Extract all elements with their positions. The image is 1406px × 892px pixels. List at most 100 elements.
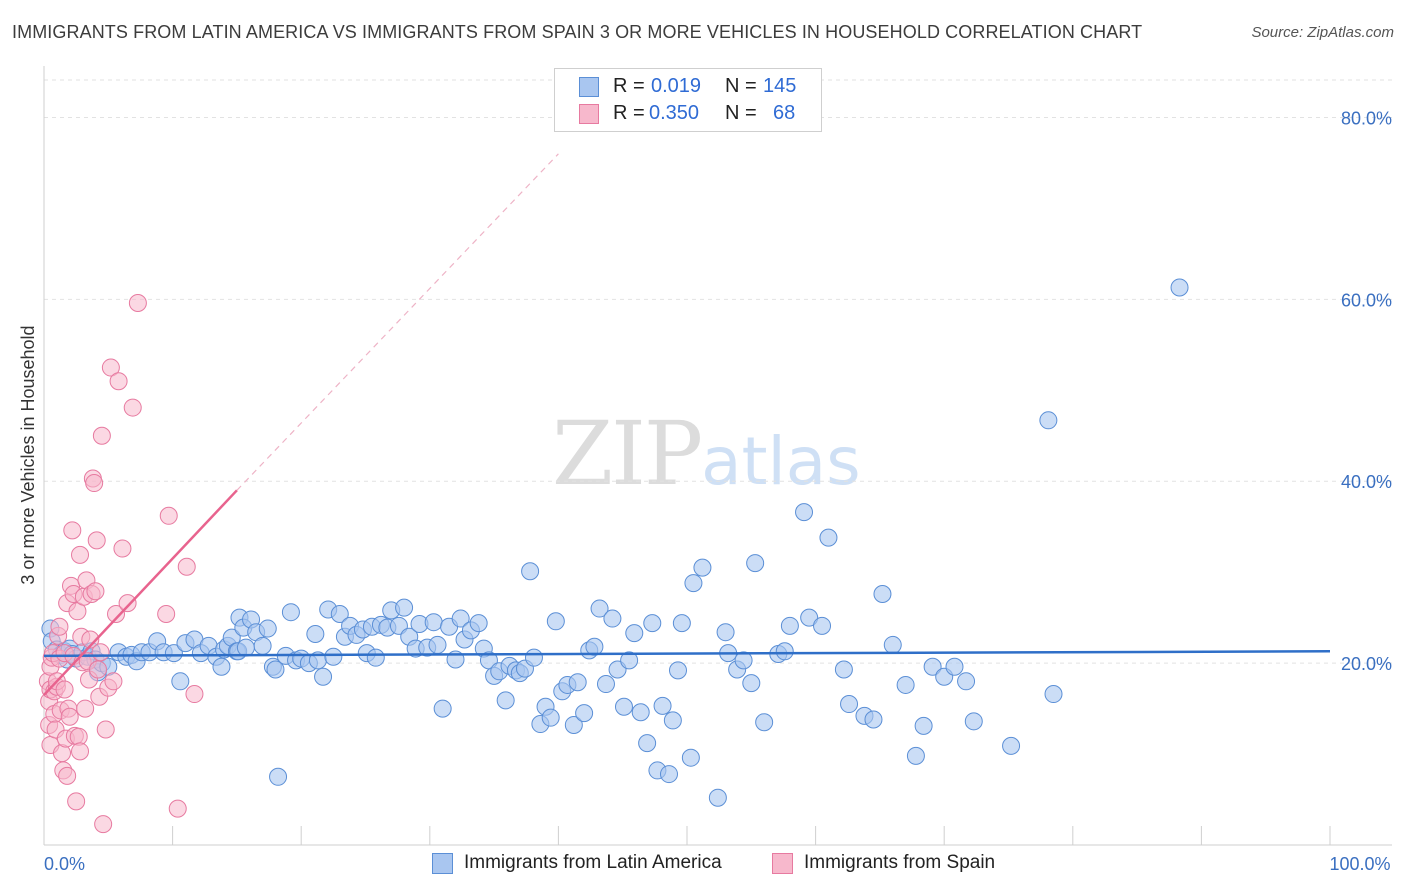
chart-title: IMMIGRANTS FROM LATIN AMERICA VS IMMIGRA… — [12, 22, 1143, 42]
legend-r-label: R = — [613, 75, 645, 97]
latin-america-point — [840, 695, 859, 714]
latin-america-point — [1170, 278, 1189, 297]
latin-america-point — [395, 598, 414, 617]
latin-america-point — [684, 574, 703, 593]
latin-america-point — [306, 625, 325, 644]
latin-america-point — [834, 660, 853, 679]
latin-america-point — [212, 657, 231, 676]
latin-america-point — [780, 616, 799, 635]
latin-america-point — [496, 691, 515, 710]
spain-point — [159, 506, 178, 525]
spain-point — [104, 672, 123, 691]
y-axis-label: 3 or more Vehicles in Household — [18, 325, 38, 584]
spain-point — [86, 582, 105, 601]
latin-america-point — [795, 503, 814, 522]
latin-america-point — [596, 675, 615, 694]
grid-lines — [44, 79, 1392, 664]
spain-point — [109, 372, 128, 391]
latin-america-point — [864, 710, 883, 729]
latin-america-point — [742, 674, 761, 693]
x-tick-labels: 0.0% 100.0% — [44, 854, 1391, 874]
latin-america-point — [1044, 685, 1063, 704]
legend-n-value: 145 — [763, 75, 797, 97]
spain-point — [91, 643, 110, 662]
latin-america-point — [541, 708, 560, 727]
spain-point — [87, 531, 106, 550]
source-label: Source: ZipAtlas.com — [1251, 24, 1394, 41]
bottom-legend-swatch-pink — [772, 853, 793, 874]
legend-n-label: N = — [725, 102, 757, 124]
latin-america-point — [964, 712, 983, 731]
spain-point — [96, 720, 115, 739]
latin-america-point — [269, 767, 288, 786]
latin-america-point — [896, 675, 915, 694]
watermark-atlas: atlas — [701, 423, 861, 500]
latin-america-point — [653, 696, 672, 715]
axes — [43, 66, 1392, 846]
x-tick-label: 0.0% — [44, 854, 85, 874]
watermark-zip: ZIP — [552, 402, 703, 505]
latin-america-point — [906, 746, 925, 765]
latin-america-point — [716, 623, 735, 642]
latin-america-point — [171, 672, 190, 691]
spain-point — [58, 766, 77, 785]
correlation-legend: R = 0.019 N = 145 R = 0.350 N = 68 — [554, 68, 822, 132]
latin-america-point — [469, 614, 488, 633]
latin-america-point — [164, 644, 183, 663]
latin-america-point — [819, 528, 838, 547]
latin-america-point — [923, 657, 942, 676]
legend-n-value: 68 — [773, 102, 796, 124]
latin-america-point — [568, 673, 587, 692]
spain-point — [107, 605, 126, 624]
latin-america-point — [330, 605, 349, 624]
latin-america-point — [813, 616, 832, 635]
latin-america-point — [451, 609, 470, 628]
latin-america-point — [672, 614, 691, 633]
latin-america-point — [668, 661, 687, 680]
latin-america-point — [424, 613, 443, 632]
latin-america-point — [253, 636, 272, 655]
latin-america-point — [603, 609, 622, 628]
spain-point — [55, 680, 74, 699]
latin-america-point — [281, 603, 300, 622]
latin-america-point — [1002, 736, 1021, 755]
latin-america-point — [324, 647, 343, 666]
legend-swatch-blue — [579, 77, 599, 97]
spain-point — [101, 358, 120, 377]
latin-america-point — [575, 704, 594, 723]
latin-america-point — [708, 788, 727, 807]
spain-point — [71, 742, 90, 761]
bottom-legend-label: Immigrants from Latin America — [464, 852, 722, 873]
latin-america-point — [625, 624, 644, 643]
latin-america-point — [314, 667, 333, 686]
latin-america-point — [957, 672, 976, 691]
spain-point — [81, 630, 100, 649]
latin-america-point — [564, 715, 583, 734]
latin-america-point — [258, 619, 277, 638]
x-ticks — [172, 826, 1331, 845]
legend-n-label: N = — [725, 75, 757, 97]
watermark: ZIPatlas — [552, 402, 861, 505]
latin-america-point — [521, 562, 540, 581]
spain-point — [185, 685, 204, 704]
legend-r-value: 0.350 — [649, 102, 700, 124]
spain-point — [123, 398, 142, 417]
latin-america-point — [873, 585, 892, 604]
latin-america-point — [366, 648, 385, 667]
legend-r-value: 0.019 — [651, 75, 702, 97]
spain-trend-line — [43, 489, 238, 696]
latin-america-point — [693, 558, 712, 577]
latin-america-point — [914, 716, 933, 735]
latin-america-point — [585, 637, 604, 656]
spain-point — [71, 545, 90, 564]
series-latin-america-points — [41, 278, 1189, 807]
latin-america-point — [266, 660, 285, 679]
spain-point — [177, 557, 196, 576]
latin-america-point — [681, 748, 700, 767]
latin-america-point — [643, 614, 662, 633]
spain-point — [89, 660, 108, 679]
y-tick-labels: 20.0% 40.0% 60.0% 80.0% — [1341, 108, 1392, 674]
latin-america-point — [746, 554, 765, 573]
legend-r-label: R = — [613, 102, 645, 124]
